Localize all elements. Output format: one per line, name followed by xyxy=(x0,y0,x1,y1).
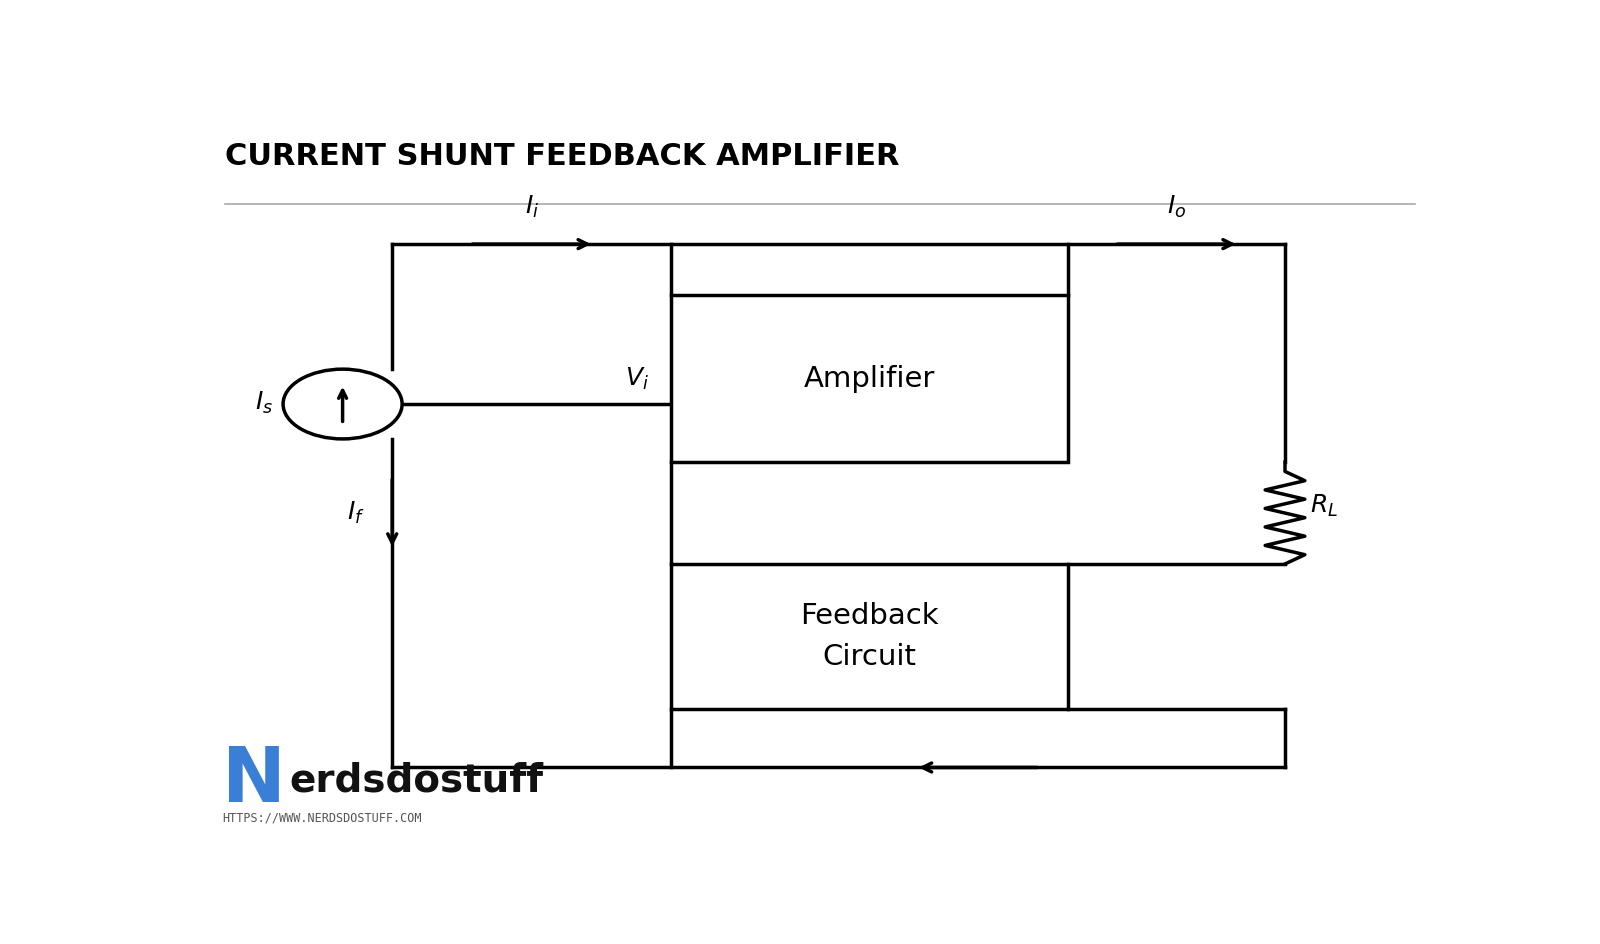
Text: HTTPS://WWW.NERDSDOSTUFF.COM: HTTPS://WWW.NERDSDOSTUFF.COM xyxy=(222,812,422,825)
Text: $I_i$: $I_i$ xyxy=(525,194,539,220)
Bar xyxy=(672,564,1069,709)
Text: $R_L$: $R_L$ xyxy=(1310,493,1338,519)
Text: N: N xyxy=(222,744,286,818)
Text: $I_f$: $I_f$ xyxy=(347,500,365,526)
Circle shape xyxy=(283,369,402,439)
Text: Amplifier: Amplifier xyxy=(803,364,936,393)
Text: $I_o$: $I_o$ xyxy=(1166,194,1186,220)
Text: $V_i$: $V_i$ xyxy=(626,365,650,392)
Bar xyxy=(672,295,1069,463)
Text: Feedback
Circuit: Feedback Circuit xyxy=(800,602,939,671)
Text: erdsdostuff: erdsdostuff xyxy=(290,762,544,800)
Text: $I_s$: $I_s$ xyxy=(254,390,274,415)
Text: CURRENT SHUNT FEEDBACK AMPLIFIER: CURRENT SHUNT FEEDBACK AMPLIFIER xyxy=(224,143,899,172)
